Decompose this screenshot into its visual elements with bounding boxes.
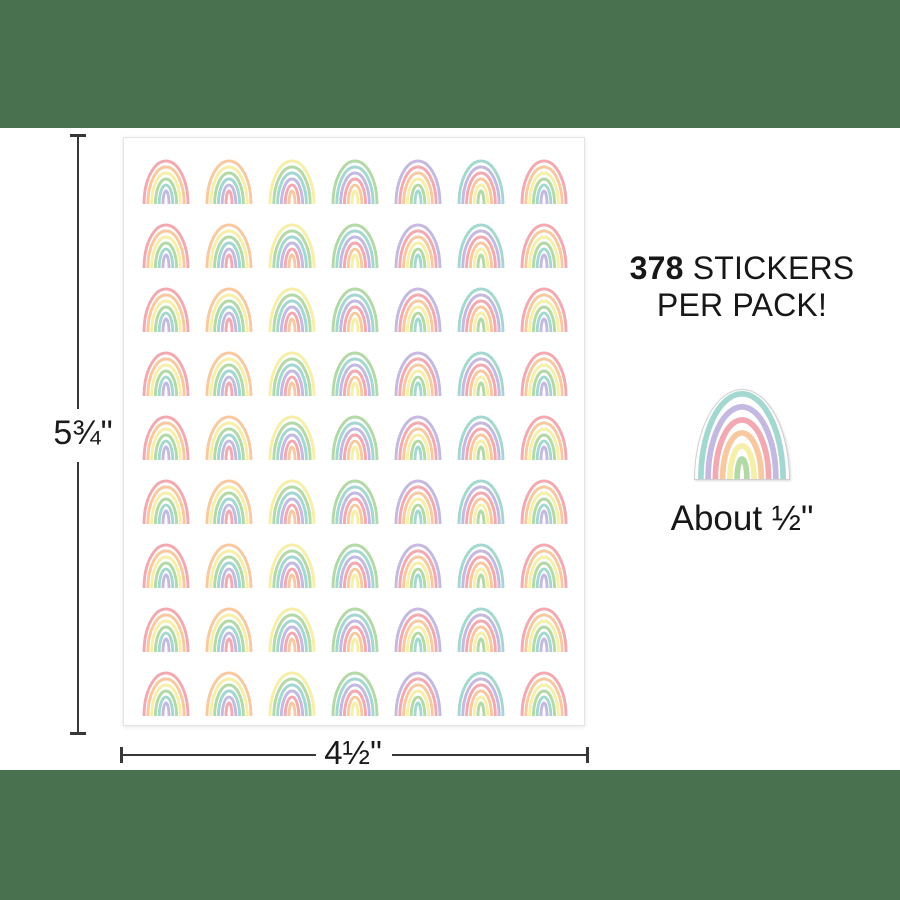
rainbow-sticker	[394, 607, 442, 652]
dimension-cap	[70, 134, 86, 137]
rainbow-sticker	[268, 607, 316, 652]
rainbow-sticker	[142, 671, 190, 716]
pack-count-number: 378	[629, 250, 684, 286]
sticker-grid	[142, 158, 568, 716]
rainbow-sticker	[457, 543, 505, 588]
rainbow-sticker	[268, 479, 316, 524]
rainbow-sticker	[268, 543, 316, 588]
rainbow-sticker	[205, 351, 253, 396]
rainbow-sticker	[268, 351, 316, 396]
rainbow-sticker	[520, 415, 568, 460]
rainbow-sticker	[331, 671, 379, 716]
rainbow-sticker	[142, 543, 190, 588]
dimension-segment	[122, 753, 316, 756]
dimension-segment	[392, 753, 587, 756]
rainbow-sticker	[142, 479, 190, 524]
rainbow-sticker	[520, 287, 568, 332]
rainbow-sticker	[394, 351, 442, 396]
rainbow-sticker	[205, 479, 253, 524]
dimension-cap	[586, 747, 589, 763]
rainbow-sticker	[520, 671, 568, 716]
rainbow-sticker	[142, 351, 190, 396]
rainbow-sticker	[205, 287, 253, 332]
rainbow-sticker	[394, 223, 442, 268]
rainbow-sticker	[394, 543, 442, 588]
rainbow-sticker	[268, 159, 316, 204]
pack-count-word: STICKERS	[692, 250, 855, 286]
rainbow-sticker	[520, 479, 568, 524]
rainbow-sticker	[331, 351, 379, 396]
rainbow-sticker	[457, 479, 505, 524]
rainbow-sticker	[205, 223, 253, 268]
bottom-green-band	[0, 770, 900, 900]
rainbow-sticker	[394, 479, 442, 524]
rainbow-sticker	[205, 159, 253, 204]
rainbow-sticker	[457, 671, 505, 716]
rainbow-sticker	[331, 287, 379, 332]
dimension-segment	[76, 136, 79, 409]
rainbow-sticker	[331, 415, 379, 460]
rainbow-sticker	[457, 351, 505, 396]
rainbow-sticker	[205, 543, 253, 588]
sample-rainbow-sticker	[693, 386, 791, 485]
sticker-sheet	[123, 137, 585, 726]
rainbow-sticker	[520, 607, 568, 652]
sticker-size-label: About ½"	[670, 499, 814, 538]
rainbow-sticker	[331, 543, 379, 588]
rainbow-sticker	[394, 671, 442, 716]
rainbow-sticker	[205, 671, 253, 716]
rainbow-sticker	[268, 415, 316, 460]
rainbow-sticker	[394, 159, 442, 204]
rainbow-sticker	[331, 607, 379, 652]
pack-count-line2: PER PACK!	[656, 287, 828, 323]
rainbow-sticker-large	[694, 388, 790, 480]
dimension-segment	[76, 462, 79, 733]
rainbow-sticker	[520, 543, 568, 588]
rainbow-sticker	[520, 159, 568, 204]
rainbow-sticker	[394, 415, 442, 460]
height-dimension-line	[70, 134, 86, 735]
rainbow-sticker	[205, 415, 253, 460]
rainbow-sticker	[268, 223, 316, 268]
rainbow-sticker	[331, 223, 379, 268]
rainbow-sticker	[268, 287, 316, 332]
rainbow-sticker	[520, 223, 568, 268]
rainbow-sticker	[142, 415, 190, 460]
rainbow-sticker	[457, 159, 505, 204]
rainbow-sticker	[457, 287, 505, 332]
rainbow-sticker	[331, 159, 379, 204]
rainbow-sticker	[142, 607, 190, 652]
rainbow-sticker	[331, 479, 379, 524]
width-dimension-line	[120, 747, 589, 763]
rainbow-sticker	[457, 607, 505, 652]
height-dimension-label: 5¾"	[53, 414, 113, 452]
rainbow-sticker	[394, 287, 442, 332]
dimension-cap	[70, 732, 86, 735]
width-dimension-label: 4½"	[324, 734, 382, 771]
dimension-cap	[120, 747, 123, 763]
rainbow-sticker	[205, 607, 253, 652]
top-green-band	[0, 0, 900, 128]
rainbow-sticker	[520, 351, 568, 396]
pack-count-text: 378 STICKERS PER PACK!	[606, 250, 878, 324]
rainbow-sticker	[142, 287, 190, 332]
rainbow-sticker	[142, 223, 190, 268]
rainbow-sticker	[268, 671, 316, 716]
rainbow-sticker	[457, 223, 505, 268]
rainbow-sticker	[457, 415, 505, 460]
rainbow-sticker	[142, 159, 190, 204]
